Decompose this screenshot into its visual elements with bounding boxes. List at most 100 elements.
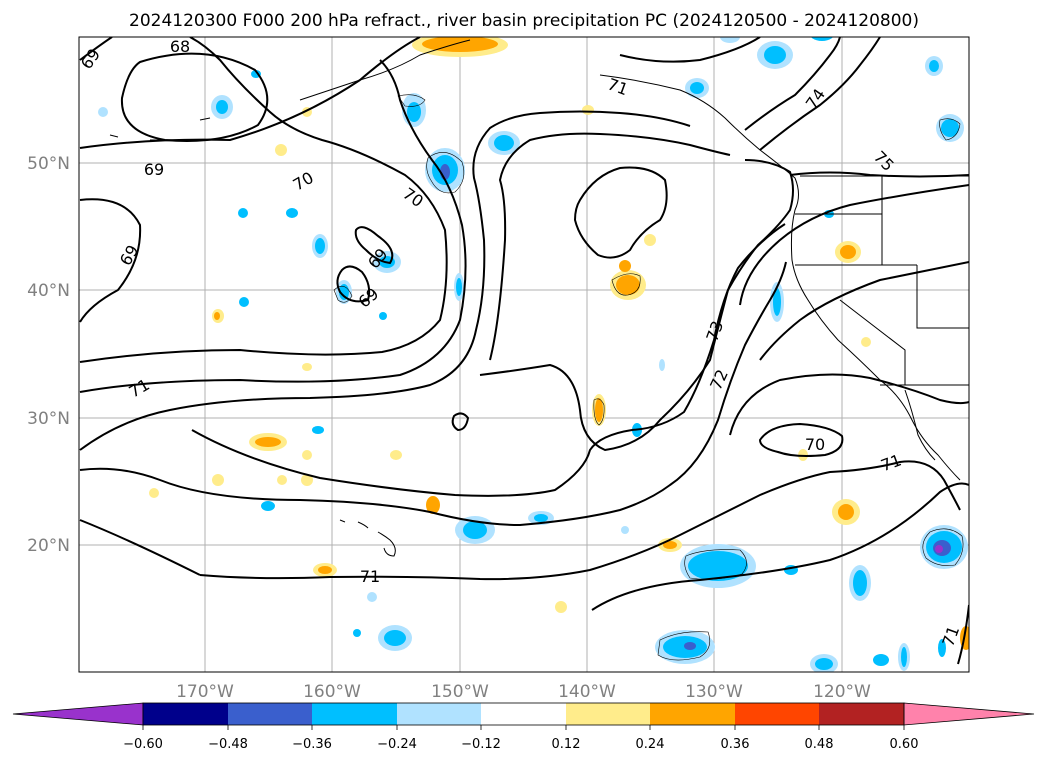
precip-outline: [657, 631, 711, 661]
colorbar: −0.60 −0.48 −0.36 −0.24 −0.12 0.12 0.24 …: [12, 702, 1035, 752]
contour-71-south-a: [79, 261, 787, 527]
precip-outline: [922, 528, 964, 566]
coastline-north-america: [599, 74, 961, 481]
precip-blob: [688, 551, 748, 581]
colorbar-segment: [397, 703, 481, 725]
lat-label-40n: 40°N: [27, 281, 70, 301]
precip-outline: [426, 152, 465, 194]
precip-blob: [810, 37, 834, 41]
precip-outline: [611, 273, 641, 296]
precip-blob: [555, 601, 567, 613]
precip-blob: [261, 501, 275, 511]
colorbar-tick-label: 0.24: [636, 737, 665, 752]
lon-label-130w: 130°W: [685, 682, 743, 702]
colorbar-segment: [735, 703, 819, 725]
precip-blob: [302, 450, 312, 460]
precip-blob: [938, 639, 946, 657]
precip-blob: [277, 475, 287, 485]
colorbar-extend-low: [12, 702, 144, 726]
precip-blob: [690, 82, 704, 94]
precip-fill-positive: [149, 37, 969, 650]
colorbar-segment: [228, 703, 312, 725]
colorbar-segment: [143, 703, 228, 725]
latitude-labels: 50°N 40°N 30°N 20°N: [27, 154, 70, 556]
colorbar-tick-label: −0.48: [208, 737, 248, 752]
colorbar-segment: [566, 703, 650, 725]
state-borders: [795, 176, 969, 329]
contour-69-corner: [79, 37, 113, 61]
precip-blob: [149, 488, 159, 498]
lat-label-30n: 30°N: [27, 409, 70, 429]
precip-blob: [384, 630, 406, 646]
contour-69-small-b: [336, 265, 371, 303]
contour-71-southwest: [79, 519, 201, 576]
colorbar-ticks: [142, 725, 905, 730]
precip-blob: [838, 504, 854, 520]
precip-blob: [456, 278, 462, 296]
coastline-alaska-south: [299, 39, 471, 101]
precip-outline: [397, 94, 426, 107]
precip-blob: [616, 275, 640, 295]
contour-label: 71: [360, 567, 380, 586]
precip-blob: [422, 37, 498, 52]
lon-label-150w: 150°W: [431, 682, 489, 702]
lon-label-160w: 160°W: [303, 682, 361, 702]
precip-fill-negative: [98, 37, 968, 672]
contour-71-south-b: [199, 460, 961, 581]
map-panel: 68 69 69 69 69 69 70 70 70 71 71 71 71 7…: [78, 36, 970, 673]
colorbar-extend-high: [903, 702, 1035, 726]
contour-71-west: [79, 59, 467, 393]
lon-label-170w: 170°W: [176, 682, 234, 702]
precip-blob: [239, 297, 249, 307]
colorbar-segment: [312, 703, 397, 725]
colorbar-tick-label: −0.24: [377, 737, 417, 752]
contour-73b: [759, 261, 969, 361]
contour-71-inner: [489, 132, 731, 361]
contour-70-west: [79, 37, 448, 363]
refractivity-contours: [79, 37, 969, 665]
contour-69-north: [79, 37, 421, 149]
contour-label: 70: [805, 435, 825, 454]
precip-blob: [619, 260, 631, 272]
precip-blob: [426, 496, 440, 514]
coastlines: [109, 39, 969, 557]
gridlines: [79, 37, 969, 672]
lat-label-50n: 50°N: [27, 154, 70, 174]
coastline-baja: [904, 389, 936, 461]
colorbar-segment: [650, 703, 735, 725]
precip-blob: [534, 514, 548, 522]
precip-blob: [275, 144, 287, 156]
precip-blob: [663, 541, 677, 549]
colorbar-segment: [481, 703, 566, 725]
contour-71-outer: [79, 110, 691, 451]
coastline-hawaii: [339, 519, 396, 557]
contour-small-loop: [451, 412, 470, 432]
precip-blob: [214, 312, 220, 320]
colorbar-tick-label: 0.60: [890, 737, 919, 752]
precip-blob: [621, 526, 629, 534]
precip-outline: [684, 549, 747, 580]
precip-blob: [312, 426, 324, 434]
contour-label: 68: [170, 37, 190, 56]
precip-outline: [333, 285, 353, 303]
precip-blob: [901, 647, 907, 667]
coastline-aleutians: [109, 117, 211, 141]
precip-blob: [238, 208, 248, 218]
contour-72: [191, 223, 786, 497]
lon-label-120w: 120°W: [813, 682, 871, 702]
precip-blob: [318, 566, 332, 574]
colorbar-segment: [819, 703, 904, 725]
contour-label: 69: [144, 160, 164, 179]
state-border-ca-nv: [839, 299, 906, 385]
precip-blob: [853, 570, 867, 596]
precip-blob: [255, 437, 281, 447]
colorbar-tick-label: 0.12: [552, 737, 581, 752]
contour-69-west: [79, 198, 142, 323]
contour-68: [120, 52, 269, 142]
precip-blob: [582, 105, 594, 115]
precip-blob: [684, 642, 696, 650]
colorbar-border: [142, 702, 905, 726]
precip-blob: [929, 60, 939, 72]
precip-blob: [301, 474, 313, 486]
